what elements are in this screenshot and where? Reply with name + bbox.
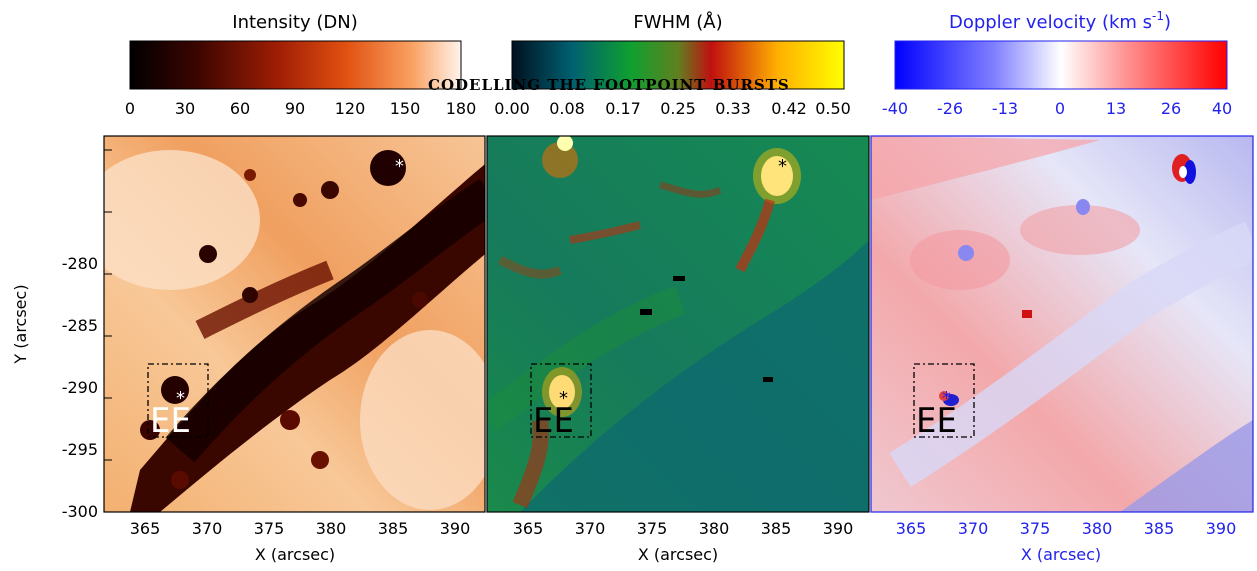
x-tick-label: 385: [1144, 519, 1175, 538]
tick-label: 60: [230, 99, 250, 118]
colorbar-doppler-title: Doppler velocity (km s-1): [949, 9, 1171, 33]
event-marker: *: [559, 388, 568, 409]
x-tick-label: 375: [254, 519, 285, 538]
doppler-title-close: ): [1164, 12, 1171, 33]
event-marker: *: [778, 156, 787, 177]
x-axis-label: X (arcsec): [255, 545, 335, 564]
x-axis-label: X (arcsec): [1021, 545, 1101, 564]
tick-label: 90: [285, 99, 305, 118]
y-axis-label: Y (arcsec): [11, 284, 30, 364]
event-marker: *: [395, 156, 404, 177]
doppler-title-main: Doppler velocity (km s: [949, 12, 1152, 33]
tick-label: 40: [1212, 99, 1232, 118]
ee-label: EE: [150, 401, 191, 441]
ee-label: EE: [533, 401, 574, 441]
x-tick-label: 365: [513, 519, 544, 538]
tick-label: 0.50: [815, 99, 851, 118]
colorbar-intensity: Intensity (DN) 0 30 60 90 120 150 180: [125, 12, 476, 118]
tick-label: -40: [882, 99, 908, 118]
tick-label: 150: [390, 99, 421, 118]
tick-label: 13: [1106, 99, 1126, 118]
x-tick-label: 375: [1020, 519, 1051, 538]
x-tick-label: 380: [1082, 519, 1113, 538]
y-axis: -280 -285 -290 -295 -300 Y (arcsec): [11, 149, 112, 521]
tick-label: -13: [992, 99, 1018, 118]
fwhm-image: [487, 136, 869, 512]
colorbar-doppler: Doppler velocity (km s-1) -40 -26 -13 0 …: [882, 9, 1232, 118]
x-axis-doppler: 365 370 375 380 385 390 X (arcsec): [896, 519, 1237, 564]
tick-label: 0.33: [715, 99, 751, 118]
tick-label: 180: [446, 99, 477, 118]
intensity-image: [104, 136, 485, 512]
colorbar-fwhm-title: FWHM (Å): [633, 11, 722, 33]
ee-region-box: [530, 363, 592, 438]
x-tick-label: 380: [699, 519, 730, 538]
x-tick-label: 370: [958, 519, 989, 538]
y-tick-label: -290: [62, 378, 98, 397]
colorbar-doppler-ticks: -40 -26 -13 0 13 26 40: [882, 99, 1232, 118]
x-tick-label: 385: [378, 519, 409, 538]
x-tick-label: 375: [637, 519, 668, 538]
y-tick-label: -295: [62, 440, 98, 459]
doppler-title-sup: -1: [1152, 9, 1164, 23]
tick-label: 0.08: [549, 99, 585, 118]
tick-label: 30: [175, 99, 195, 118]
x-tick-label: 365: [130, 519, 161, 538]
x-axis-intensity: 365 370 375 380 385 390 X (arcsec): [130, 519, 471, 564]
x-tick-label: 385: [761, 519, 792, 538]
x-tick-label: 390: [440, 519, 471, 538]
ee-region-box: [147, 363, 209, 438]
x-tick-label: 370: [575, 519, 606, 538]
y-tick-label: -285: [62, 316, 98, 335]
colorbar-fwhm-ticks: 0.00 0.08 0.17 0.25 0.33 0.42 0.50: [494, 99, 851, 118]
x-tick-label: 365: [896, 519, 927, 538]
tick-label: 26: [1161, 99, 1181, 118]
tick-label: 0.25: [660, 99, 696, 118]
x-tick-label: 370: [192, 519, 223, 538]
colorbar-intensity-title: Intensity (DN): [232, 12, 357, 33]
tick-label: 120: [335, 99, 366, 118]
event-marker: *: [176, 388, 185, 409]
tick-label: 0.17: [605, 99, 641, 118]
panel-intensity: EE * *: [103, 135, 486, 513]
event-marker: *: [942, 388, 951, 409]
x-tick-label: 380: [316, 519, 347, 538]
colorbar-intensity-ticks: 0 30 60 90 120 150 180: [125, 99, 476, 118]
ee-region-box: [913, 363, 975, 438]
panel-doppler: EE *: [870, 135, 1254, 513]
tick-label: 0: [125, 99, 135, 118]
y-tick-label: -280: [62, 254, 98, 273]
y-tick-label: -300: [62, 502, 98, 521]
tick-label: 0.42: [771, 99, 807, 118]
panel-fwhm: EE * *: [486, 135, 870, 513]
x-tick-label: 390: [1206, 519, 1237, 538]
x-axis-fwhm: 365 370 375 380 385 390 X (arcsec): [513, 519, 854, 564]
x-tick-label: 390: [823, 519, 854, 538]
doppler-image: [871, 136, 1253, 512]
x-axis-label: X (arcsec): [638, 545, 718, 564]
colorbar-fwhm: FWHM (Å) 0.00 0.08 0.17 0.25 0.33 0.42 0…: [494, 11, 851, 118]
tick-label: 0: [1055, 99, 1065, 118]
ee-label: EE: [916, 401, 957, 441]
tick-label: -26: [937, 99, 963, 118]
tick-label: 0.00: [494, 99, 530, 118]
header-overlay-text: CODELLING THE FOOTPOINT BURSTS: [428, 76, 790, 94]
